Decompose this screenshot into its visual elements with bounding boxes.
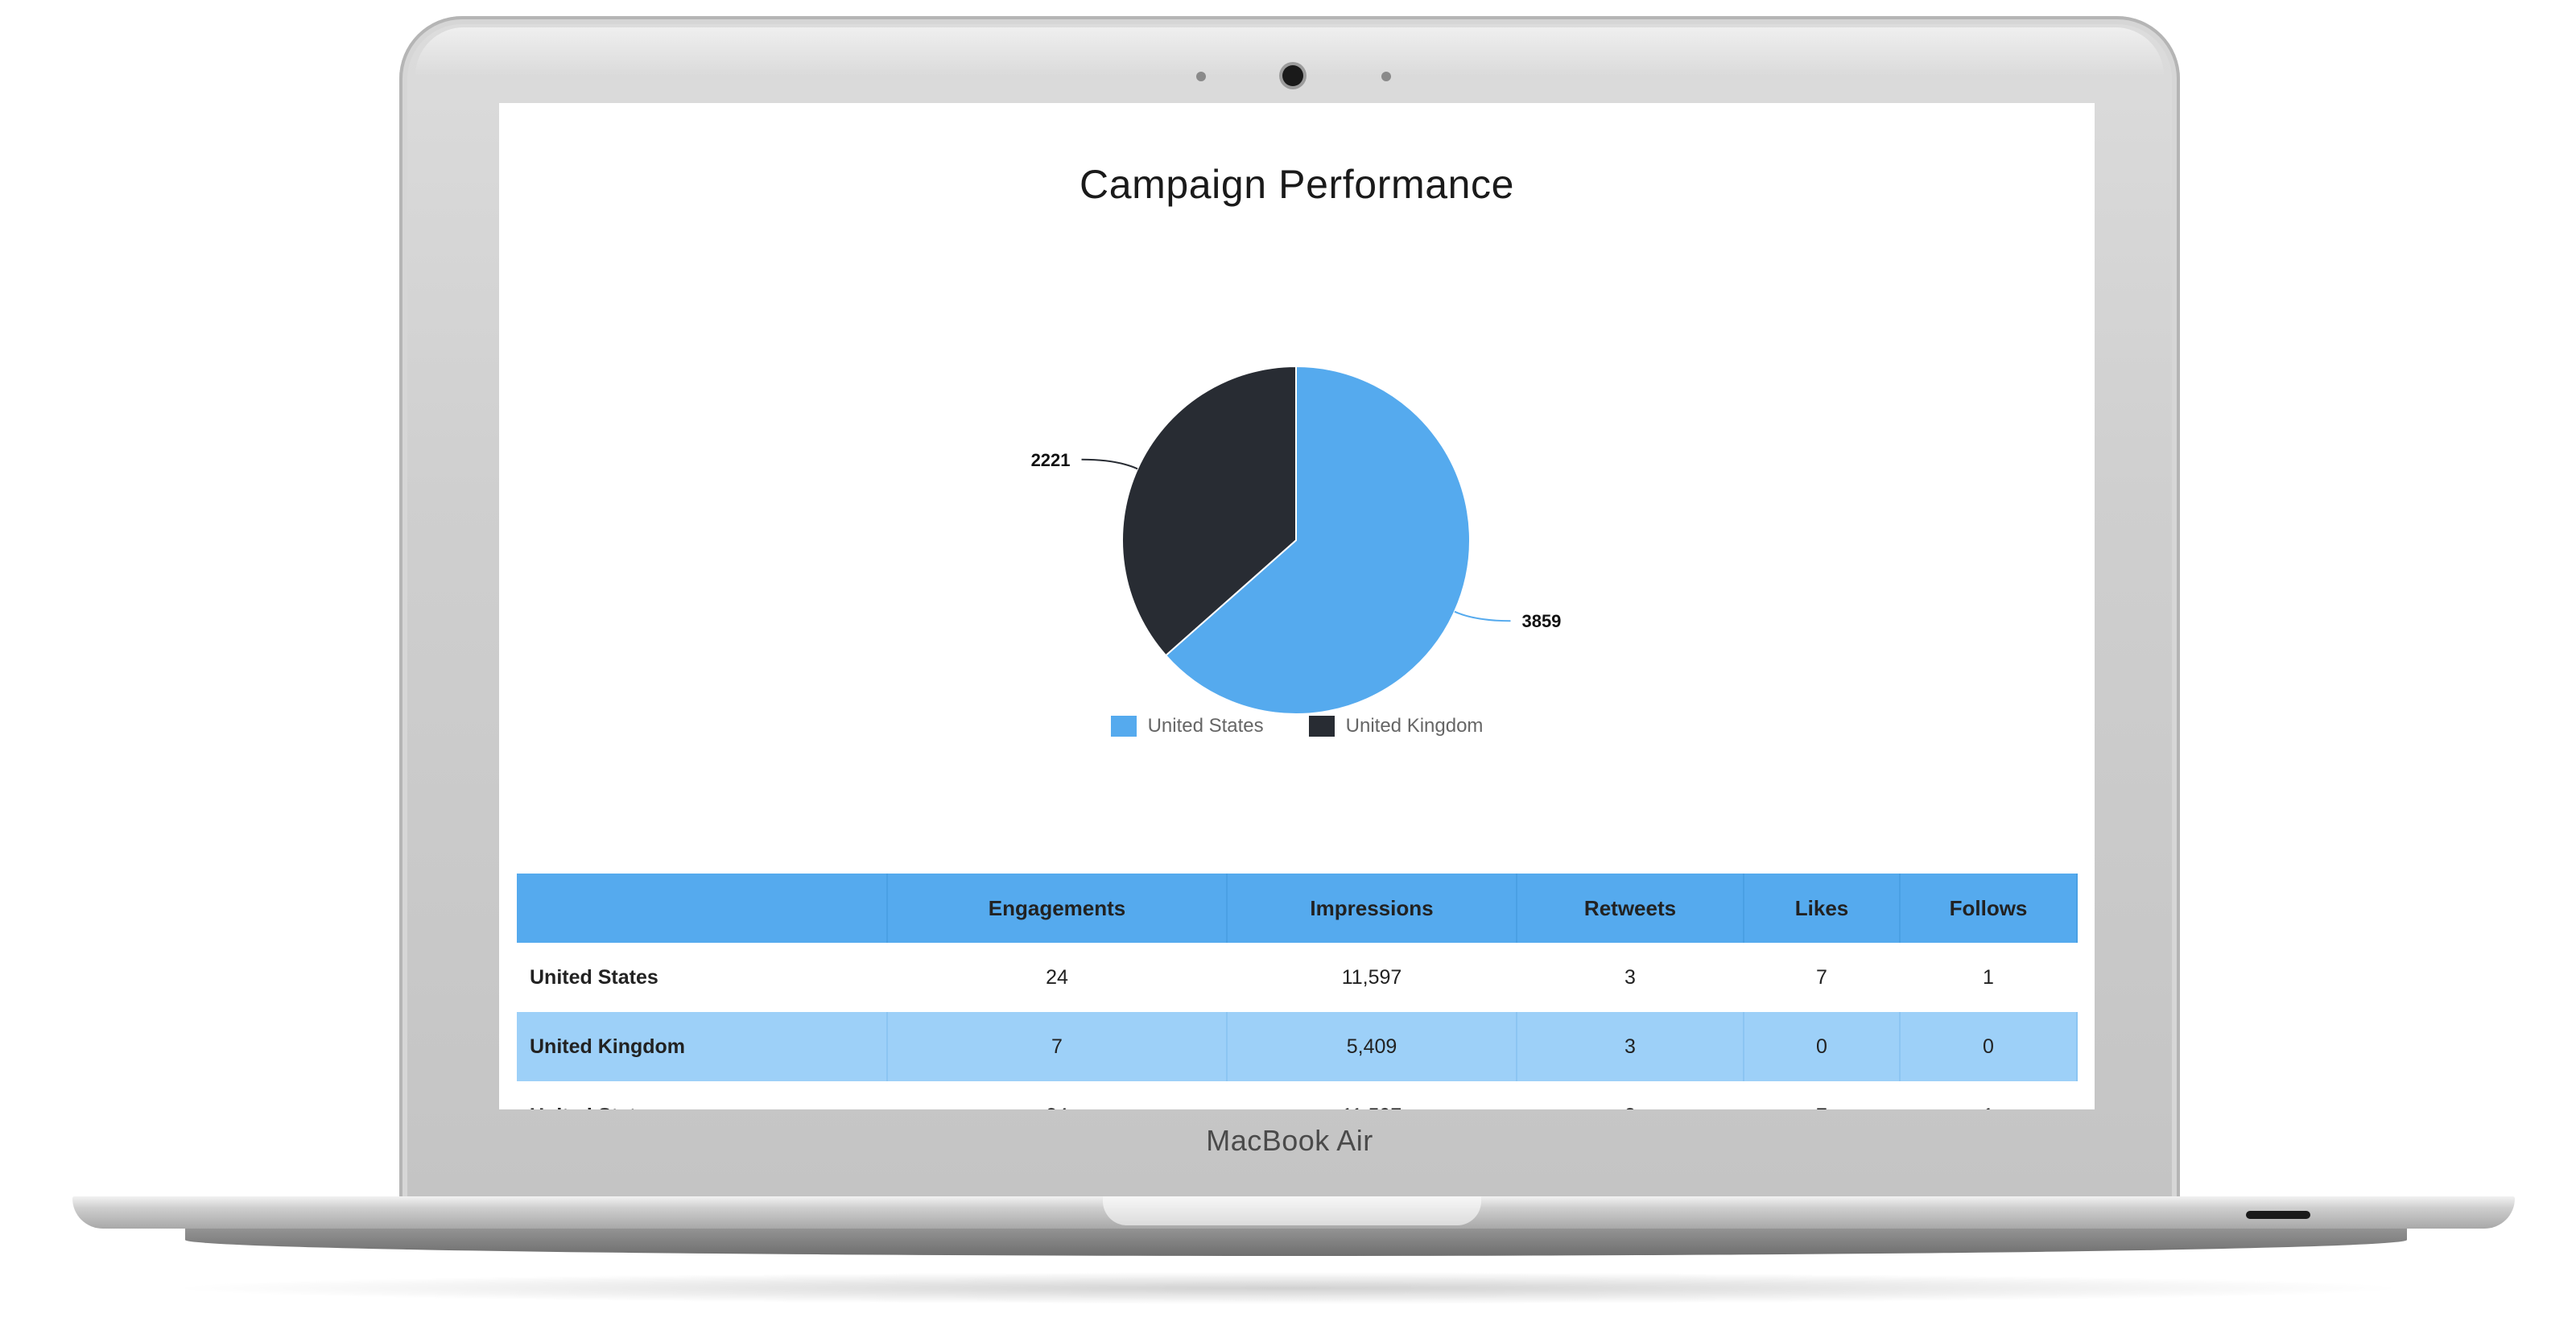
cell-retweets: 3	[1517, 1012, 1744, 1081]
cell-likes: 7	[1816, 965, 1827, 989]
cell-engagements: 7	[887, 1012, 1228, 1081]
header-engagements: Engagements	[887, 874, 1228, 943]
cell-impressions: 11,597	[1227, 1081, 1517, 1110]
cell-country: United Kingdom	[517, 1012, 888, 1081]
cell-impressions: 11,597	[1341, 965, 1402, 989]
pie-slice-united-states[interactable]	[1164, 365, 1471, 715]
cell-follows: 1	[1900, 1081, 2077, 1110]
chart-title: Campaign Performance	[1079, 162, 1515, 207]
laptop-lid: Campaign Performance 3859 2221 United Sta…	[399, 16, 2180, 1209]
chart-legend: United States United Kingdom	[499, 715, 2095, 737]
device-brand-label: MacBook Air	[1206, 1124, 1373, 1157]
cell-retweets: 3	[1517, 1081, 1744, 1110]
webcam-icon	[1282, 65, 1303, 86]
leader-line-united-states	[1454, 610, 1511, 622]
lid-opening-notch	[1103, 1196, 1481, 1225]
data-label-united-kingdom: 2221	[1031, 450, 1071, 470]
cell-follows: 1	[1983, 965, 1994, 989]
cell-impressions: 5,409	[1227, 1012, 1517, 1081]
header-likes: Likes	[1744, 874, 1901, 943]
cell-follows: 0	[1900, 1012, 2078, 1081]
leader-line-united-kingdom	[1081, 458, 1138, 470]
cell-likes: 0	[1744, 1012, 1901, 1081]
legend-label-united-kingdom: United Kingdom	[1345, 715, 1484, 737]
header-country	[517, 874, 888, 943]
header-impressions: Impressions	[1227, 874, 1517, 943]
header-retweets: Retweets	[1517, 874, 1744, 943]
laptop-base-underside	[185, 1224, 2407, 1256]
campaign-table: Engagements Impressions Retweets Likes F…	[517, 874, 2078, 1109]
header-follows: Follows	[1900, 874, 2078, 943]
microphone-right-icon	[1381, 72, 1391, 81]
screen: Campaign Performance 3859 2221 United Sta…	[499, 103, 2095, 1109]
pie-chart: 3859 2221	[1031, 365, 1561, 715]
legend-swatch-united-states	[1110, 716, 1137, 737]
legend-label-united-states: United States	[1147, 715, 1264, 737]
pie-slice-united-kingdom[interactable]	[1121, 365, 1297, 657]
table-row: United States 24 11,597 3 7 1	[517, 943, 2077, 1012]
cell-likes: 7	[1744, 1081, 1900, 1110]
cell-engagements: 24	[1046, 965, 1068, 989]
usb-port-icon	[2246, 1211, 2310, 1219]
legend-item-united-states[interactable]: United States	[1110, 715, 1264, 737]
table-row: United Kingdom 7 5,409 3 0 0	[517, 1012, 2078, 1081]
table-row: United States 24 11,597 3 7 1	[517, 1081, 2077, 1110]
cell-retweets: 3	[1624, 965, 1636, 989]
cell-engagements: 24	[887, 1081, 1227, 1110]
microphone-left-icon	[1196, 72, 1206, 81]
legend-item-united-kingdom[interactable]: United Kingdom	[1308, 715, 1484, 737]
cell-country: United States	[530, 965, 658, 989]
table-header-row: Engagements Impressions Retweets Likes F…	[517, 874, 2078, 943]
cell-country: United States	[517, 1081, 887, 1110]
laptop-shadow	[161, 1272, 2415, 1304]
data-label-united-states: 3859	[1521, 611, 1561, 631]
legend-swatch-united-kingdom	[1308, 716, 1335, 737]
